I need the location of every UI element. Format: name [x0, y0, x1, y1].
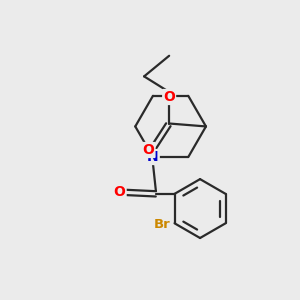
- Text: N: N: [147, 150, 159, 164]
- Text: O: O: [142, 143, 154, 157]
- Text: O: O: [163, 90, 175, 104]
- Text: O: O: [114, 185, 126, 200]
- Text: Br: Br: [154, 218, 171, 231]
